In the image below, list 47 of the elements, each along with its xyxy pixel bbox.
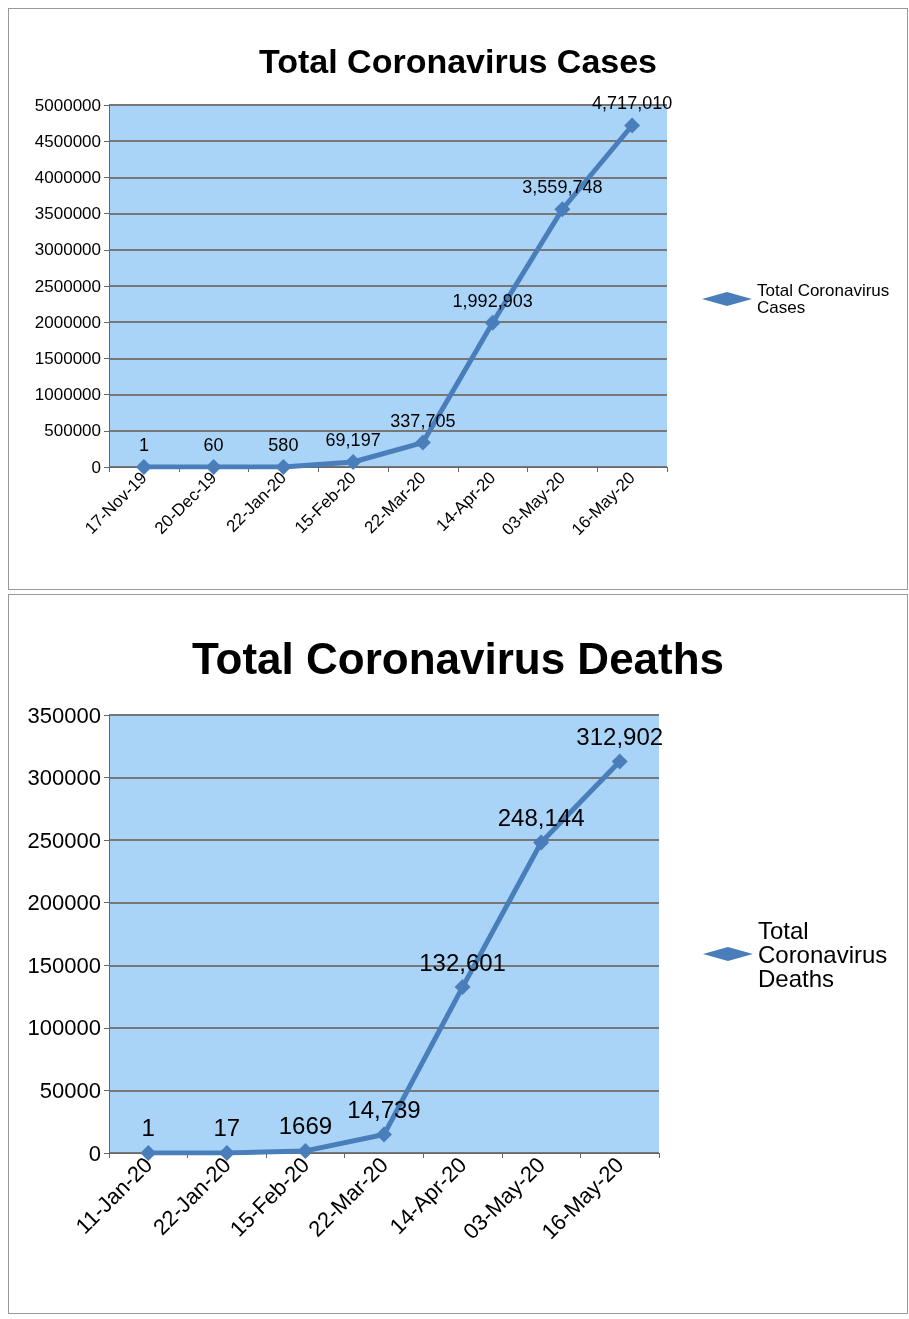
y-tick-label: 1500000 (34, 348, 101, 368)
point (345, 453, 362, 470)
point (554, 201, 571, 218)
data-label: 14,739 (347, 1096, 421, 1124)
data-label: 1 (141, 1114, 155, 1142)
point (297, 1142, 314, 1159)
data-label: 1669 (278, 1112, 333, 1140)
data-label: 60 (203, 435, 224, 455)
data-label: 337,705 (390, 410, 456, 431)
data-label: 3,559,748 (522, 177, 603, 198)
y-tick-label: 150000 (27, 952, 101, 978)
y-tick-label: 2000000 (34, 312, 101, 332)
legend-label: Total Coronavirus Cases (757, 281, 895, 317)
data-label: 132,601 (419, 948, 506, 976)
y-tick-label: 350000 (27, 702, 101, 728)
point (414, 434, 431, 451)
data-label: 248,144 (497, 803, 585, 831)
y-tick-label: 4500000 (34, 131, 101, 151)
y-tick-label: 2500000 (34, 276, 101, 296)
y-tick-label: 500000 (44, 421, 101, 441)
point (454, 979, 471, 996)
data-label: 1 (138, 435, 149, 455)
y-tick-label: 200000 (27, 890, 101, 916)
point (376, 1126, 392, 1143)
point (611, 753, 628, 770)
y-tick-label: 50000 (39, 1077, 101, 1103)
point (624, 117, 641, 134)
data-label: 1,992,903 (452, 290, 533, 311)
point (484, 314, 501, 331)
y-tick-label: 1000000 (34, 385, 101, 405)
y-tick-label: 3500000 (34, 204, 101, 224)
chart-title: Total Coronavirus Cases (258, 42, 658, 80)
legend-label: Total Coronavirus Deaths (757, 916, 895, 992)
y-tick-label: 300000 (27, 765, 101, 791)
y-tick-label: 100000 (27, 1015, 101, 1041)
y-tick-label: 250000 (27, 827, 101, 853)
data-label: 4,717,010 (592, 93, 673, 114)
data-label: 69,197 (325, 429, 381, 450)
y-tick-label: 5000000 (34, 95, 101, 115)
y-tick-label: 0 (91, 457, 101, 477)
y-tick-label: 4000000 (34, 167, 101, 187)
data-label: 580 (268, 434, 299, 455)
point (533, 834, 550, 851)
y-tick-label: 3000000 (34, 240, 101, 260)
chart-title: Total Coronavirus Deaths (191, 633, 725, 683)
data-label: 312,902 (576, 722, 664, 750)
data-label: 17 (213, 1114, 241, 1142)
